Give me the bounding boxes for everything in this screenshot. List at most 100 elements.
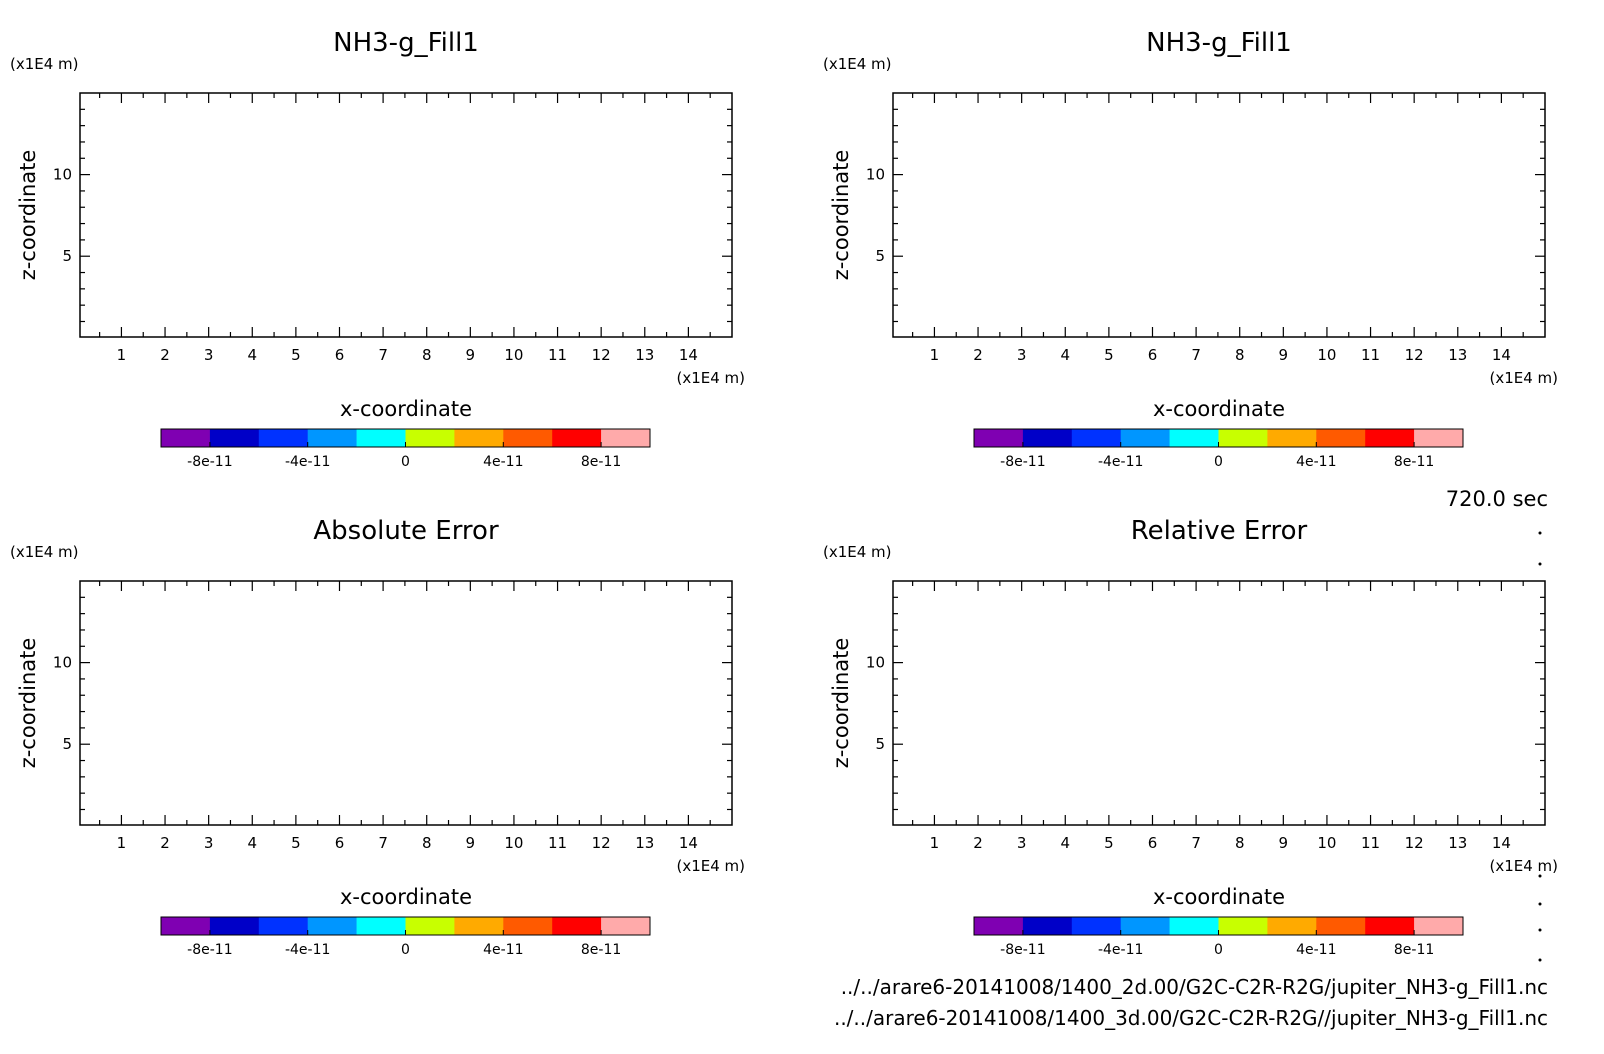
x-tick-label: 1 [930, 346, 940, 364]
x-tick-label: 4 [1060, 346, 1070, 364]
y-axis-unit: (x1E4 m) [823, 55, 892, 73]
x-tick-label: 1 [117, 834, 127, 852]
x-tick-label: 8 [1235, 834, 1245, 852]
colorbar-swatch [503, 917, 553, 935]
colorbar-swatch [1365, 917, 1415, 935]
colorbar-swatch [1218, 917, 1268, 935]
colorbar-swatch [1120, 429, 1170, 447]
x-tick-label: 6 [335, 346, 345, 364]
x-tick-label: 8 [422, 346, 432, 364]
x-tick-label: 14 [1492, 346, 1511, 364]
x-tick-label: 7 [378, 834, 388, 852]
colorbar-swatch [1414, 429, 1464, 447]
colorbar-tick-label: 4e-11 [1296, 454, 1336, 470]
colorbar-tick-label: 8e-11 [1394, 454, 1434, 470]
colorbar-swatch [1316, 917, 1366, 935]
x-tick-label: 7 [1191, 346, 1201, 364]
x-tick-label: 2 [160, 834, 170, 852]
colorbar-swatch [258, 429, 308, 447]
x-tick-label: 10 [1317, 346, 1336, 364]
colorbar-swatch [552, 429, 602, 447]
x-tick-label: 5 [291, 834, 301, 852]
colorbar-tick-label: -4e-11 [1098, 942, 1143, 958]
x-tick-label: 8 [422, 834, 432, 852]
x-tick-label: 3 [204, 346, 214, 364]
y-tick-label: 5 [875, 247, 885, 265]
colorbar-swatch [161, 917, 211, 935]
y-tick-label: 10 [53, 166, 72, 184]
colorbar-swatch [1169, 917, 1219, 935]
x-tick-label: 13 [635, 346, 654, 364]
x-tick-label: 9 [466, 346, 476, 364]
x-tick-label: 3 [1017, 834, 1027, 852]
colorbar-swatch [405, 917, 455, 935]
colorbar: -8e-11 -4e-11 0 4e-11 8e-11 [160, 916, 651, 958]
colorbar-tick-label: 0 [1214, 454, 1223, 470]
colorbar-swatch [503, 429, 553, 447]
colorbar-swatch [1071, 429, 1121, 447]
y-tick-label: 10 [53, 654, 72, 672]
colorbar-swatch [1022, 917, 1073, 935]
file-path-line-1: ../../arare6-20141008/1400_2d.00/G2C-C2R… [841, 975, 1548, 999]
x-tick-label: 3 [1017, 346, 1027, 364]
y-axis-unit: (x1E4 m) [823, 543, 892, 561]
colorbar-swatch [356, 917, 406, 935]
x-tick-label: 14 [679, 834, 698, 852]
colorbar-swatch [1267, 917, 1317, 935]
stray-dots [1538, 531, 1542, 962]
x-tick-label: 14 [679, 346, 698, 364]
plot-panels: NH3-g_Fill1(x1E4 m)1 2 3 4 5 6 7 8 9 10 11 12 13 1451… [10, 28, 1558, 958]
y-axis-label: z-coordinate [16, 150, 40, 281]
colorbar-swatch [1316, 429, 1366, 447]
x-tick-label: 12 [1405, 346, 1424, 364]
x-tick-label: 7 [1191, 834, 1201, 852]
x-tick-label: 2 [973, 834, 983, 852]
y-tick-label: 10 [866, 654, 885, 672]
x-tick-label: 13 [1448, 834, 1467, 852]
panel-4: Relative Error(x1E4 m)1 2 3 4 5 6 7 8 9 10 11 12 13 1… [823, 516, 1558, 958]
x-axis-label: x-coordinate [340, 397, 472, 421]
colorbar-swatch [1218, 429, 1268, 447]
plot-frame [892, 92, 1546, 338]
x-tick-label: 8 [1235, 346, 1245, 364]
colorbar-swatch [209, 917, 260, 935]
x-tick-label: 12 [1405, 834, 1424, 852]
x-axis-unit: (x1E4 m) [676, 369, 745, 387]
colorbar-swatch [1414, 917, 1464, 935]
x-tick-label: 10 [1317, 834, 1336, 852]
colorbar-swatch [1365, 429, 1415, 447]
colorbar-swatch [161, 429, 211, 447]
colorbar: -8e-11 -4e-11 0 4e-11 8e-11 [160, 428, 651, 470]
colorbar: -8e-11 -4e-11 0 4e-11 8e-11 [973, 428, 1464, 470]
colorbar-tick-label: 0 [401, 454, 410, 470]
colorbar-tick-label: -8e-11 [187, 454, 232, 470]
x-tick-label: 4 [247, 346, 257, 364]
x-tick-label: 7 [378, 346, 388, 364]
x-tick-label: 4 [247, 834, 257, 852]
colorbar-tick-label: -4e-11 [285, 454, 330, 470]
x-tick-label: 5 [291, 346, 301, 364]
x-tick-label: 2 [973, 346, 983, 364]
colorbar-tick-label: 0 [401, 942, 410, 958]
x-tick-label: 11 [548, 346, 567, 364]
y-tick-label: 5 [62, 247, 72, 265]
panel-title: Absolute Error [313, 516, 499, 546]
colorbar-tick-label: -4e-11 [285, 942, 330, 958]
plot-frame [79, 92, 733, 338]
colorbar-swatch [307, 917, 357, 935]
colorbar-swatch [601, 917, 651, 935]
x-tick-label: 9 [1279, 834, 1289, 852]
panel-3: Absolute Error(x1E4 m)1 2 3 4 5 6 7 8 9 10 11 12 13 1… [10, 516, 745, 958]
x-tick-label: 2 [160, 346, 170, 364]
x-axis-unit: (x1E4 m) [676, 857, 745, 875]
x-axis-label: x-coordinate [340, 885, 472, 909]
x-tick-label: 1 [930, 834, 940, 852]
x-tick-label: 10 [504, 834, 523, 852]
time-label: 720.0 sec [1446, 487, 1548, 511]
y-tick-label: 5 [62, 735, 72, 753]
colorbar-swatch [258, 917, 308, 935]
plot-frame [79, 580, 733, 826]
colorbar-tick-label: 0 [1214, 942, 1223, 958]
colorbar-swatch [974, 429, 1024, 447]
